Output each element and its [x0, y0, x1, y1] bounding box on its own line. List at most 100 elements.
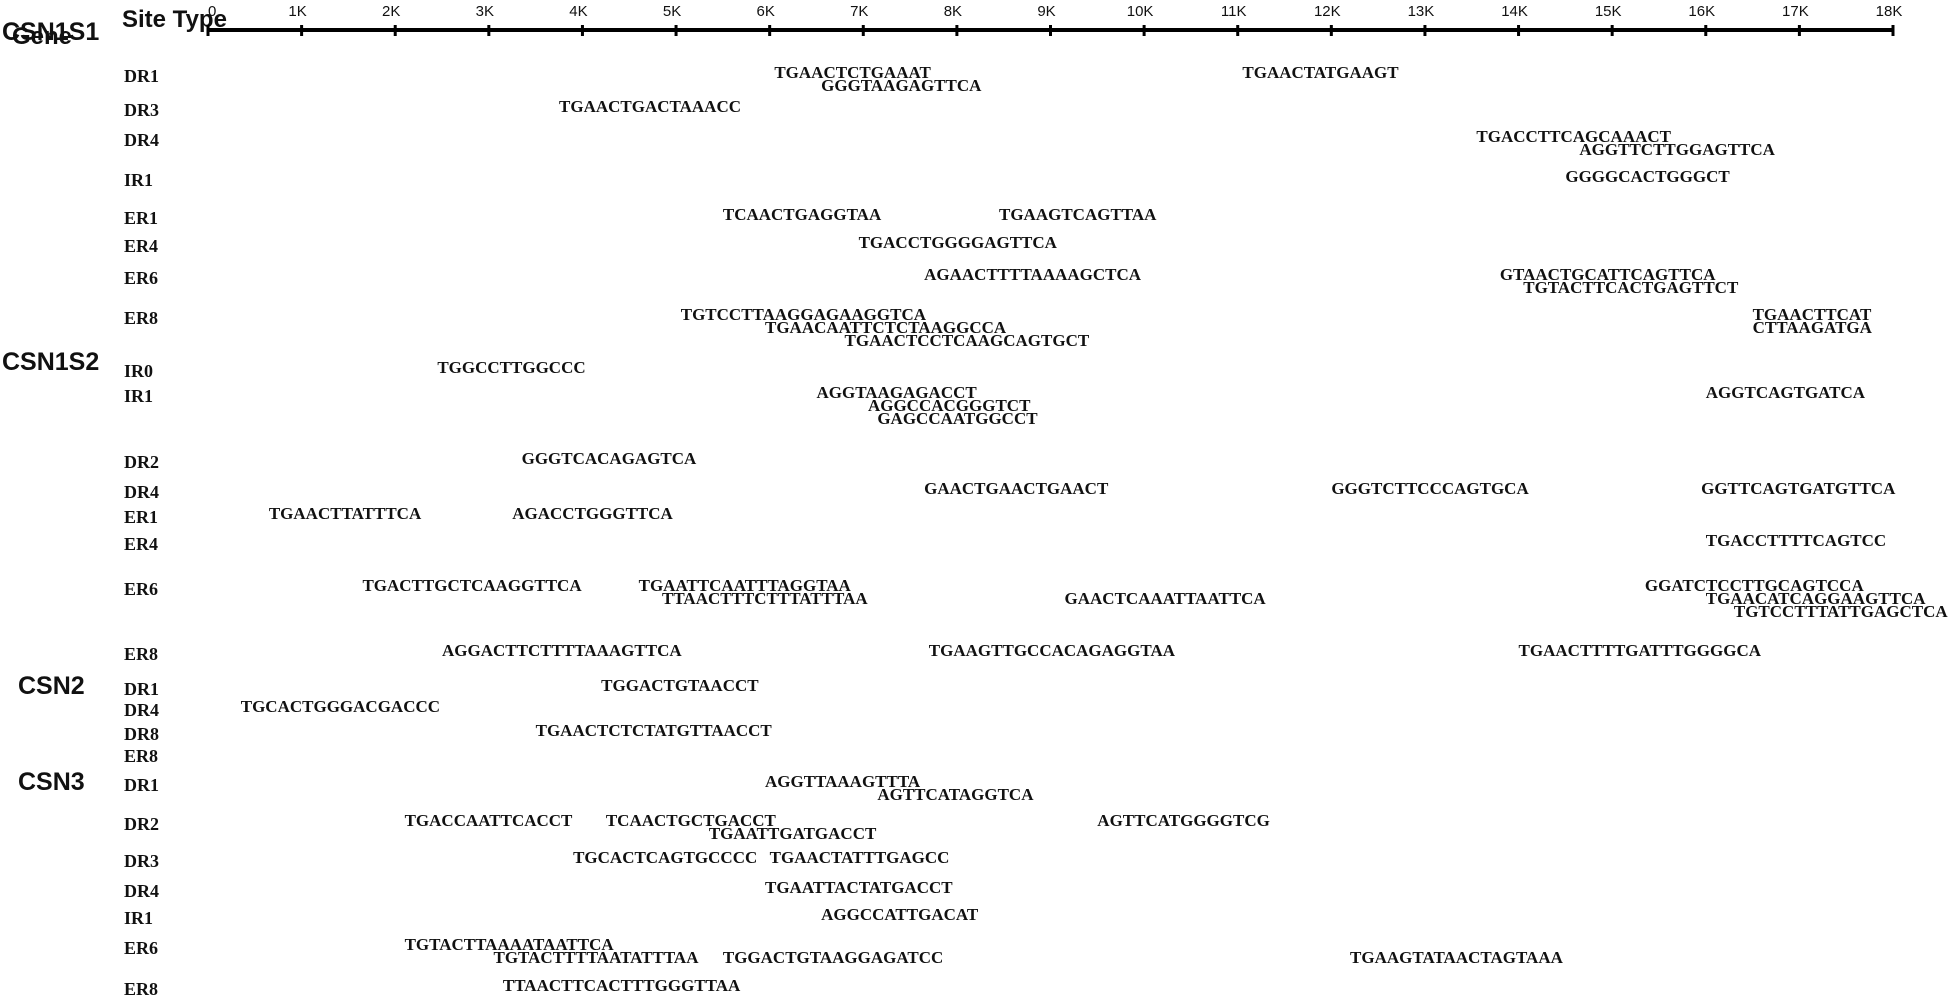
motif-sequence: GAGCCAATGGCCT	[877, 409, 1038, 428]
axis-tick-label: 17K	[1782, 3, 1809, 20]
motif-sequence: TGAACTTTTGATTTGGGGCA	[1519, 641, 1762, 660]
site-row: IR1 AGGTAAGAGACCTAGGCCACGGGTCTGAGCCAATGGC…	[124, 383, 1866, 428]
axis-tick-label: 14K	[1501, 3, 1528, 20]
site-row: ER1 TCAACTGAGGTAA TGAAGTCAGTTAA	[124, 205, 1157, 228]
motif-sequence: TGGACTGTAACCT	[601, 676, 759, 695]
motif-sequence: TGAACTCTGAAAT	[774, 63, 931, 82]
site-type-label: DR4	[124, 881, 159, 901]
site-row: ER8 AGGACTTCTTTTAAAGTTCA TGAAGTTGCCACAGAGG…	[124, 641, 1762, 664]
motif-sequence: TGACCTTTTCAGTCC	[1706, 531, 1886, 550]
axis-tick-label: 8K	[944, 3, 962, 20]
motif-sequence: TGAACTATGAAGT	[1242, 63, 1399, 82]
site-type-label: DR1	[124, 775, 159, 795]
site-row: DR4 GAACTGAACTGAACT GGGTCTTCCCAGTGCA GGTTCA…	[124, 479, 1896, 502]
site-row: DR8 TGAACTCTCTATGTTAACCT	[124, 721, 772, 744]
gene-name: CSN2	[18, 672, 85, 700]
site-type-label: DR4	[124, 482, 159, 502]
motif-sequence: TGGCCTTGGCCC	[437, 358, 585, 377]
site-type-label: DR2	[124, 814, 159, 834]
motif-sequence: AGGTCAGTGATCA	[1706, 383, 1866, 402]
site-row: ER1 TGAACTTATTTCA AGACCTGGGTTCA	[124, 504, 674, 527]
site-row: ER6 AGAACTTTTAAAAGCTCA GTAACTGCATTCAGTTCAT…	[124, 265, 1739, 297]
motif-sequence: AGAACTTTTAAAAGCTCA	[924, 265, 1142, 284]
axis-tick-label: 16K	[1688, 3, 1715, 20]
motif-sequence: AGTTCATGGGGTCG	[1097, 811, 1270, 830]
motif-sequence: TGCACTCAGTGCCCC	[573, 848, 757, 867]
site-row: ER8 TTAACTTCACTTTGGGTTAA	[124, 976, 741, 999]
motif-sequence: TGAATTGATGACCT	[709, 824, 877, 843]
motif-sequence: GGGGCACTGGGCT	[1565, 167, 1730, 186]
site-type-label: IR1	[124, 170, 153, 190]
axis-tick-label: 18K	[1876, 3, 1903, 20]
site-type-label: ER6	[124, 579, 158, 599]
site-type-label: DR4	[124, 700, 159, 720]
axis-tick-label: 10K	[1127, 3, 1154, 20]
motif-sequence: TGAACTCTCTATGTTAACCT	[536, 721, 773, 740]
motif-sequence: TGACCAATTCACCT	[405, 811, 573, 830]
motif-sequence: AGGTTAAAGTTTA	[765, 772, 921, 791]
axis-tick-label: 4K	[569, 3, 587, 20]
motif-sequence: AGGTTCTTGGAGTTCA	[1579, 140, 1775, 159]
site-row: IR0 TGGCCTTGGCCC	[124, 358, 586, 381]
site-row: ER4 TGACCTGGGGAGTTCA	[124, 233, 1058, 256]
site-type-label: ER8	[124, 979, 158, 999]
site-type-label: DR1	[124, 679, 159, 699]
site-row: DR1 TGGACTGTAACCT	[124, 676, 759, 699]
site-row: ER8 TGTCCTTAAGGAGAAGGTCATGAACAATTCTCTAAGG…	[124, 305, 1873, 350]
motif-sequence: AGGCCACGGGTCT	[868, 396, 1031, 415]
axis-tick-label: 6K	[756, 3, 774, 20]
site-type-label: ER6	[124, 938, 158, 958]
site-type-label: IR1	[124, 386, 153, 406]
motif-sequence: GGGTCTTCCCAGTGCA	[1331, 479, 1529, 498]
site-type-label: DR1	[124, 66, 159, 86]
axis-tick-label: 5K	[663, 3, 681, 20]
motif-sequence: TGTACTTTTAATATTTAA	[494, 948, 700, 967]
site-row: DR4 TGCACTGGGACGACCC	[124, 697, 440, 720]
motif-sequence: TGACCTGGGGAGTTCA	[859, 233, 1058, 252]
motif-sequence: TGAACTCCTCAAGCAGTGCT	[845, 331, 1090, 350]
axis-tick-label: 2K	[382, 3, 400, 20]
site-row: DR2 TGACCAATTCACCT TCAACTGCTGACCTTGAATTGAT…	[124, 811, 1270, 843]
motif-sequence: TTAACTTTCTTTATTTAA	[662, 589, 868, 608]
site-row: ER6 TGACTTGCTCAAGGTTCA TGAATTCAATTTAGGTAAT…	[124, 576, 1948, 621]
site-type-label: ER8	[124, 746, 158, 766]
site-row: DR3 TGAACTGACTAAACC	[124, 97, 741, 120]
site-row: ER4 TGACCTTTTCAGTCC	[124, 531, 1886, 554]
motif-sequence: GGGTAAGAGTTCA	[821, 76, 982, 95]
motif-sequence: TGAAGTTGCCACAGAGGTAA	[929, 641, 1176, 660]
gene-group-csn2: CSN2 DR1 TGGACTGTAACCT DR4 TGCACTGGGACGACCCD…	[18, 672, 772, 766]
motif-sequence: AGGACTTCTTTTAAAGTTCA	[442, 641, 682, 660]
axis-ticks: 0 1K 2K 3K 4K 5K 6K 7K 8K 9K 10K 11K 12K 13K 14K 15K 16K…	[206, 3, 1903, 36]
motif-sequence: TGAACTTATTTCA	[269, 504, 422, 523]
motif-sequence: TGTCCTTTATTGAGCTCA	[1734, 602, 1949, 621]
motif-sequence: TGGACTGTAAGGAGATCC	[723, 948, 943, 967]
motif-sequence: CTTAAGATGA	[1753, 318, 1873, 337]
motif-sequence: AGTTCATAGGTCA	[877, 785, 1034, 804]
motif-sequence: TGTCCTTAAGGAGAAGGTCA	[681, 305, 927, 324]
motif-sequence: TGAAGTATAACTAGTAAA	[1350, 948, 1564, 967]
site-row: DR4 TGAATTACTATGACCT	[124, 878, 953, 901]
axis-tick-label: 11K	[1221, 3, 1247, 20]
axis-tick-label: 7K	[850, 3, 868, 20]
site-type-label: DR4	[124, 130, 159, 150]
motif-sequence: TGAACTGACTAAACC	[559, 97, 741, 116]
motif-sequence: TTAACTTCACTTTGGGTTAA	[503, 976, 741, 995]
gene-name: CSN3	[18, 768, 85, 796]
axis-tick-label: 12K	[1314, 3, 1341, 20]
site-type-label: ER1	[124, 507, 158, 527]
motif-sequence: AGACCTGGGTTCA	[512, 504, 673, 523]
motif-sequence: TGAACTATTTGAGCC	[770, 848, 950, 867]
motif-sequence: TGAATTACTATGACCT	[765, 878, 953, 897]
motif-sequence: TCAACTGCTGACCT	[606, 811, 777, 830]
motif-sequence: AGGTAAGAGACCT	[816, 383, 977, 402]
gene-name: CSN1S2	[2, 348, 99, 376]
site-type-label: DR3	[124, 100, 159, 120]
site-row: ER8	[124, 746, 158, 766]
motif-sequence: TGAAGTCAGTTAA	[999, 205, 1157, 224]
motif-sequence: TGTACTTCACTGAGTTCT	[1523, 278, 1739, 297]
